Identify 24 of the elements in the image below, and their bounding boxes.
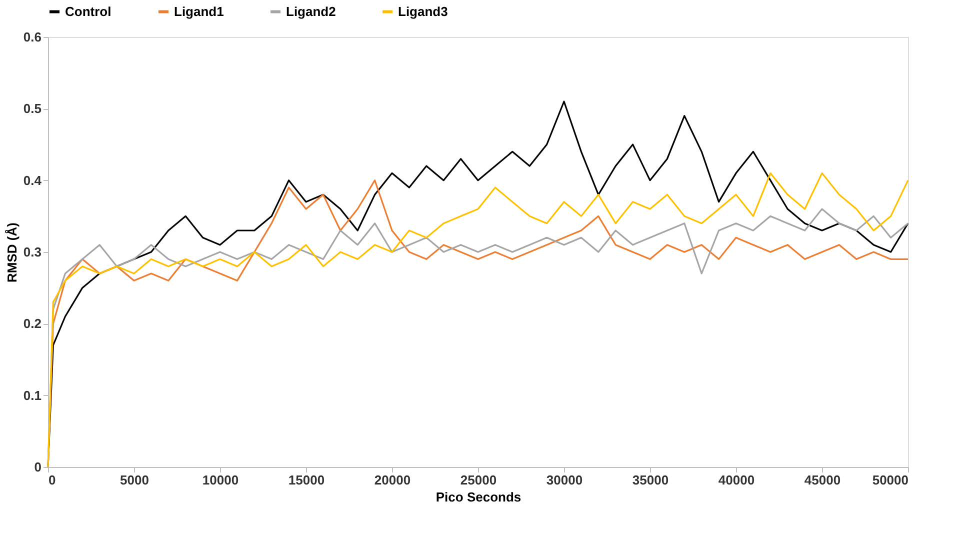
x-axis-title: Pico Seconds — [436, 490, 522, 504]
x-tick-label: 35000 — [632, 472, 669, 488]
y-tick-label: 0.4 — [23, 172, 42, 188]
x-tick-label: 10000 — [202, 472, 239, 488]
legend-label: Ligand1 — [174, 4, 224, 19]
x-tick-label: 50000 — [872, 472, 908, 488]
y-tick-label: 0.1 — [23, 388, 42, 403]
y-tick-label: 0.6 — [23, 30, 42, 44]
legend-label: Control — [65, 4, 112, 19]
y-tick-label: 0.2 — [23, 316, 42, 332]
y-tick-label: 0.5 — [23, 101, 42, 116]
y-tick-label: 0 — [34, 460, 42, 474]
x-tick-label: 15000 — [288, 472, 325, 488]
x-tick-label: 0 — [48, 472, 56, 488]
x-tick-label: 25000 — [460, 472, 497, 488]
x-tick-label: 45000 — [804, 472, 841, 488]
legend-label: Ligand2 — [286, 4, 336, 19]
x-tick-label: 40000 — [718, 472, 755, 488]
y-axis-title: RMSD (Å) — [4, 222, 20, 282]
x-tick-label: 20000 — [374, 472, 411, 488]
legend-label: Ligand3 — [398, 4, 448, 19]
y-tick-label: 0.3 — [23, 244, 42, 260]
x-tick-label: 30000 — [546, 472, 583, 488]
x-tick-label: 5000 — [120, 472, 149, 488]
